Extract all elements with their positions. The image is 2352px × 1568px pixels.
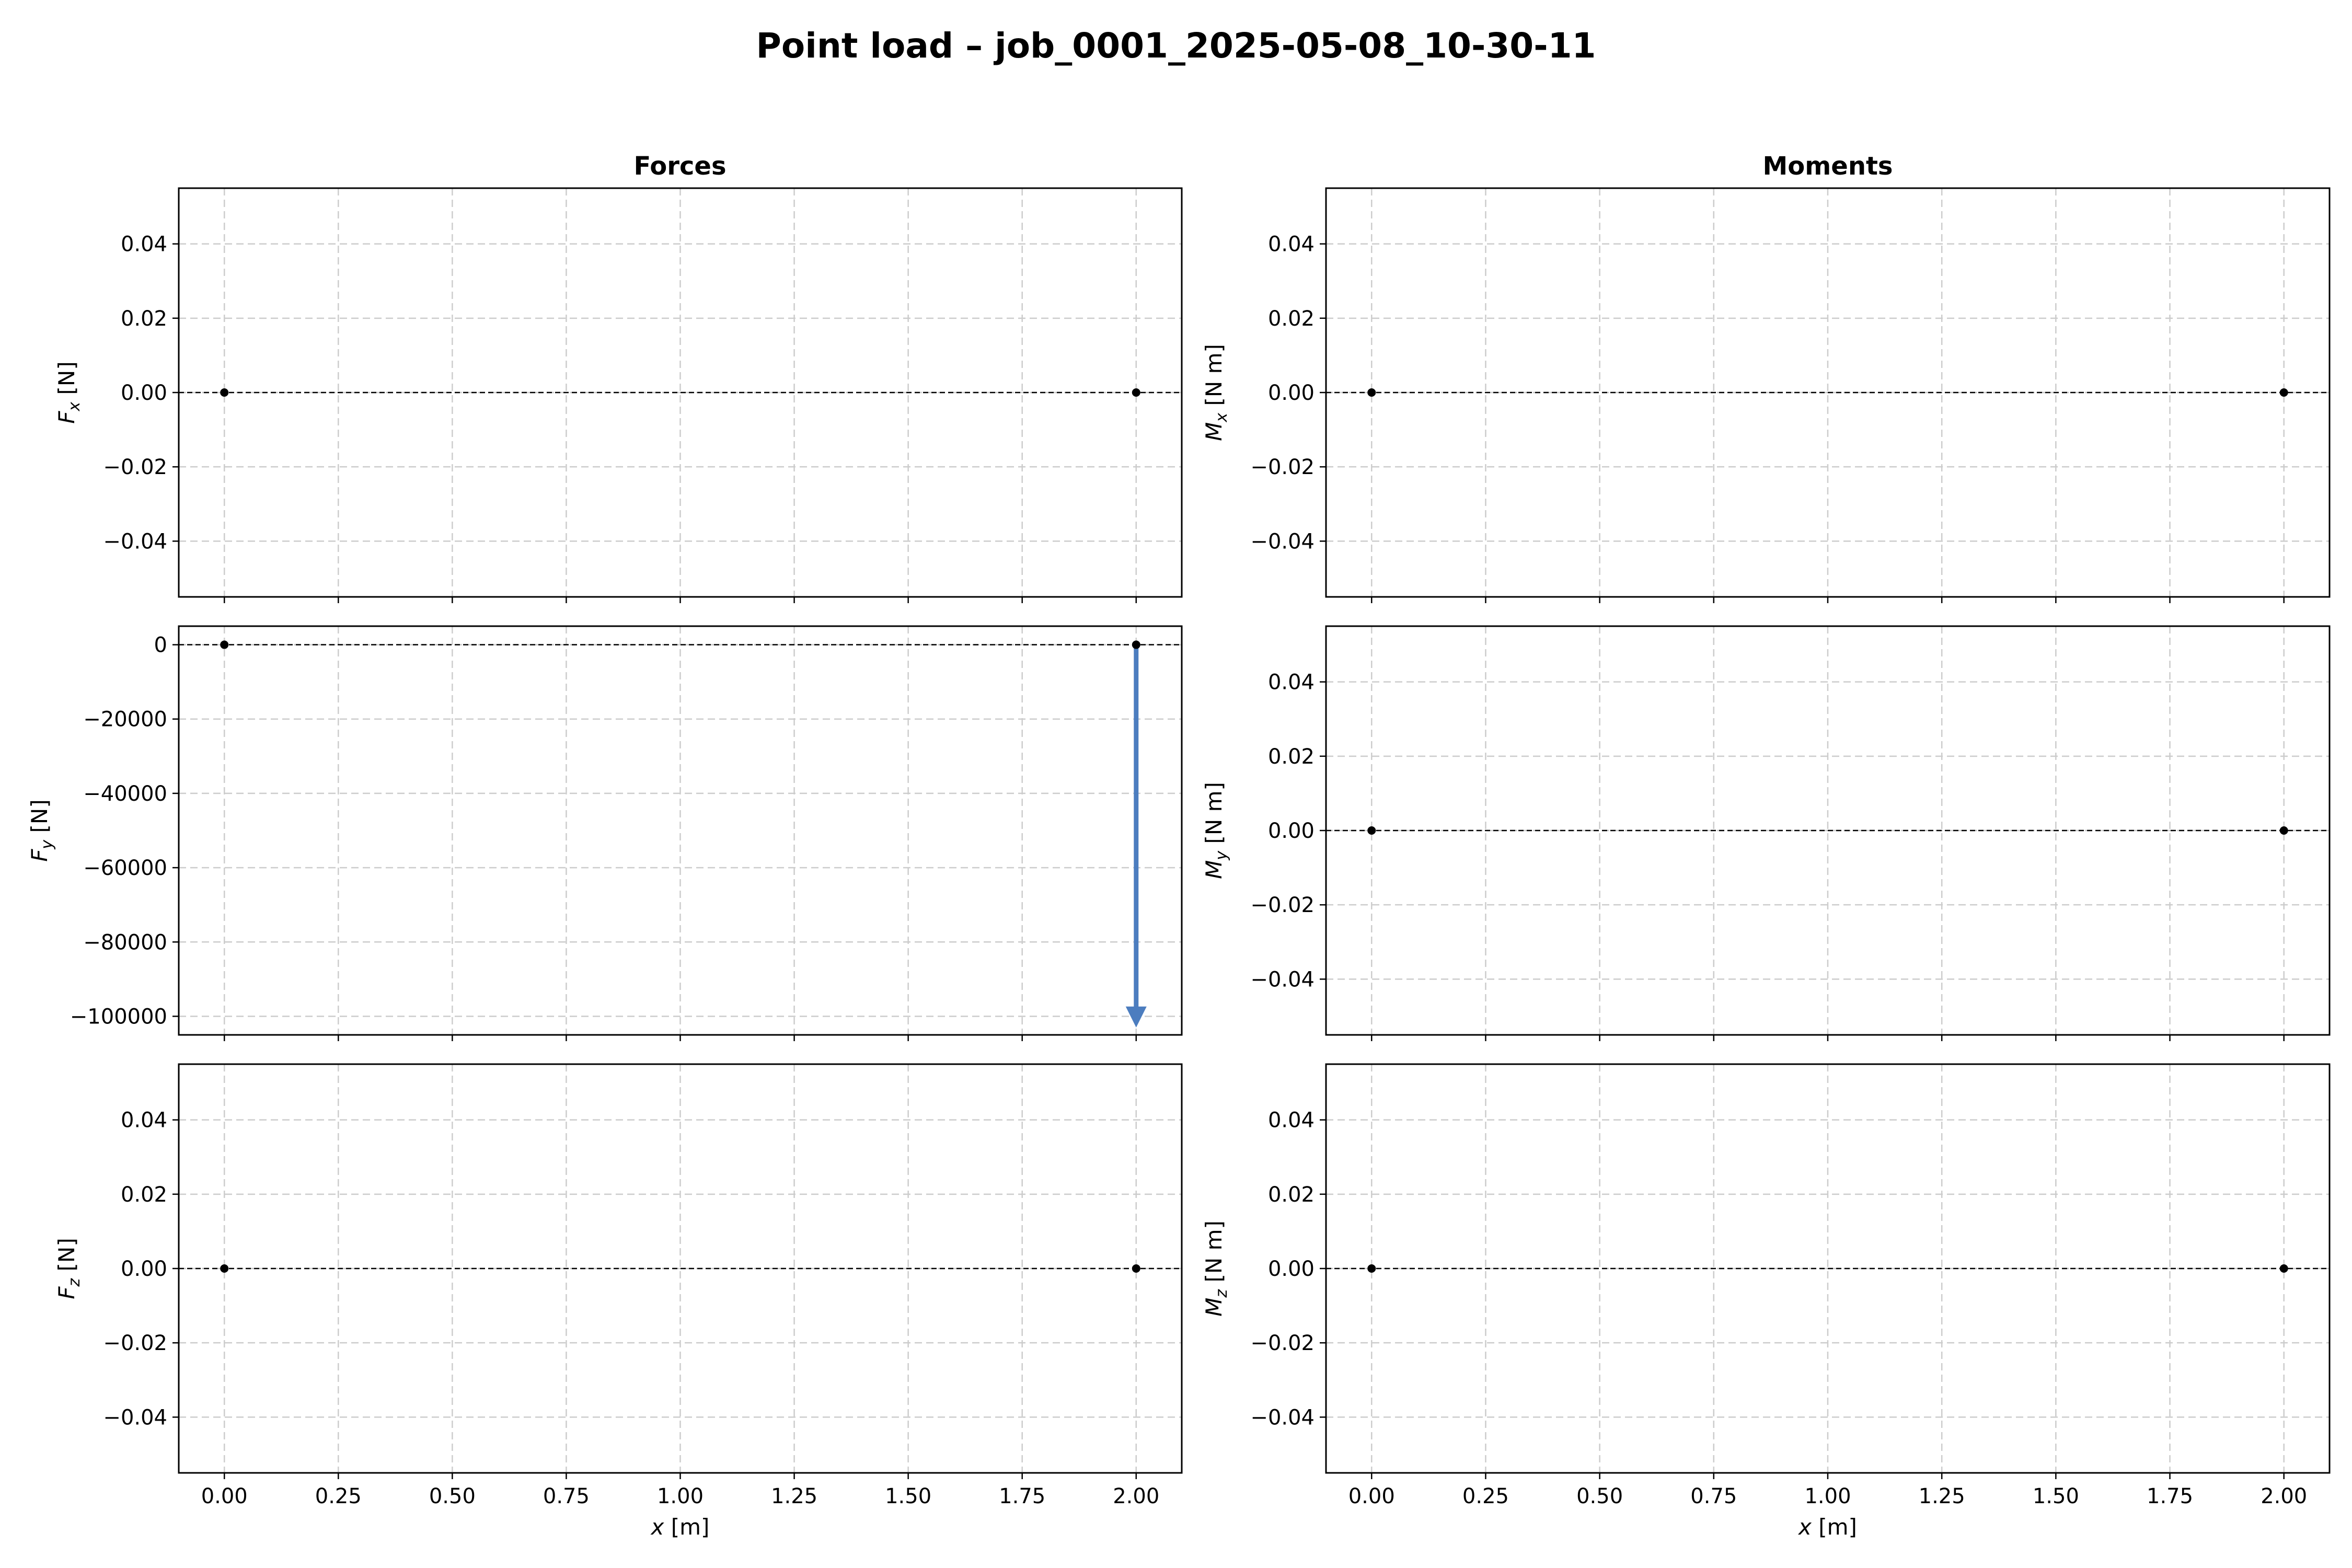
- x-tick-label: 0.25: [1462, 1484, 1509, 1508]
- column-title-moments: Moments: [1763, 152, 1893, 181]
- x-tick-label: 1.50: [2033, 1484, 2079, 1508]
- x-tick-label: 1.75: [2147, 1484, 2193, 1508]
- y-tick-label: −0.04: [103, 1405, 167, 1429]
- y-axis-label: Mx [N m]: [1201, 344, 1231, 441]
- x-tick-label: 0.50: [1576, 1484, 1623, 1508]
- x-tick-label: 1.50: [885, 1484, 931, 1508]
- y-tick-label: −0.04: [1250, 529, 1315, 554]
- y-tick-label: 0.04: [1268, 671, 1315, 695]
- panel-4: 0.00 0.25 0.50 0.75 1.00 1.25 1.50 1.75 2.00 −0.0…: [54, 1063, 1183, 1540]
- y-tick-label: −100000: [70, 1005, 167, 1029]
- y-tick-label: −0.02: [1250, 455, 1315, 479]
- y-tick-label: −80000: [83, 930, 167, 954]
- x-tick-label: 0.75: [1690, 1484, 1737, 1508]
- panel-3: −0.04 −0.02 0.00 0.02 0.04 My [N m]: [1201, 625, 2331, 1041]
- y-tick-label: 0.02: [1268, 1183, 1315, 1207]
- data-point: [2279, 1264, 2288, 1273]
- y-axis-label: Fz [N]: [54, 1238, 84, 1299]
- y-tick-label: 0.02: [1268, 307, 1315, 331]
- y-tick-label: 0.00: [1268, 819, 1315, 843]
- y-tick-label: 0.04: [121, 233, 167, 257]
- x-tick-label: 0.50: [429, 1484, 476, 1508]
- x-tick-label: 1.00: [657, 1484, 704, 1508]
- y-tick-label: −40000: [83, 782, 167, 806]
- y-tick-label: 0.00: [121, 1257, 167, 1281]
- panel-0: −0.04 −0.02 0.00 0.02 0.04 Fx [N]: [54, 187, 1183, 603]
- y-tick-label: 0.00: [1268, 1257, 1315, 1281]
- x-tick-label: 1.25: [1919, 1484, 1965, 1508]
- y-tick-label: 0.02: [121, 1183, 167, 1207]
- panel-5: 0.00 0.25 0.50 0.75 1.00 1.25 1.50 1.75 2.00 −0.0…: [1201, 1063, 2331, 1540]
- x-tick-label: 2.00: [2261, 1484, 2307, 1508]
- data-point: [1367, 388, 1376, 397]
- y-tick-label: −0.02: [103, 455, 167, 479]
- x-tick-label: 1.25: [771, 1484, 817, 1508]
- x-axis-label: x [m]: [650, 1514, 710, 1540]
- y-tick-label: 0.02: [1268, 745, 1315, 769]
- x-tick-label: 0.00: [1348, 1484, 1395, 1508]
- y-axis-label: My [N m]: [1201, 782, 1231, 879]
- y-tick-label: 0.00: [121, 381, 167, 405]
- y-axis-label: Mz [N m]: [1201, 1220, 1231, 1317]
- y-tick-label: −60000: [83, 856, 167, 880]
- y-tick-label: −0.02: [103, 1331, 167, 1355]
- figure-title: Point load – job_0001_2025-05-08_10-30-1…: [756, 26, 1596, 66]
- data-point: [1132, 1264, 1140, 1273]
- x-tick-label: 0.25: [315, 1484, 362, 1508]
- data-point: [220, 1264, 229, 1273]
- y-tick-label: 0.04: [1268, 1109, 1315, 1133]
- data-point: [1132, 640, 1140, 649]
- x-tick-label: 0.00: [201, 1484, 248, 1508]
- data-point: [1367, 1264, 1376, 1273]
- y-tick-label: 0.04: [121, 1109, 167, 1133]
- y-tick-label: 0.04: [1268, 233, 1315, 257]
- y-tick-label: 0.02: [121, 307, 167, 331]
- y-tick-label: −0.02: [1250, 893, 1315, 917]
- y-tick-label: −0.04: [1250, 967, 1315, 991]
- data-point: [220, 388, 229, 397]
- y-tick-label: 0: [154, 633, 167, 658]
- x-tick-label: 1.75: [999, 1484, 1045, 1508]
- panel-1: −0.04 −0.02 0.00 0.02 0.04 Mx [N m]: [1201, 187, 2331, 603]
- y-tick-label: −20000: [83, 708, 167, 732]
- x-tick-label: 1.00: [1804, 1484, 1851, 1508]
- data-point: [1132, 388, 1140, 397]
- y-tick-label: −0.02: [1250, 1331, 1315, 1355]
- data-point: [2279, 826, 2288, 835]
- x-tick-label: 2.00: [1113, 1484, 1159, 1508]
- x-axis-label: x [m]: [1797, 1514, 1857, 1540]
- x-tick-label: 0.75: [543, 1484, 590, 1508]
- data-point: [1367, 826, 1376, 835]
- panel-2: −100000 −80000 −60000 −40000 −20000 0 Fy [N]: [27, 625, 1183, 1041]
- y-tick-label: −0.04: [1250, 1405, 1315, 1429]
- data-point: [2279, 388, 2288, 397]
- y-tick-label: −0.04: [103, 529, 167, 554]
- y-axis-label: Fy [N]: [27, 799, 56, 861]
- data-point: [220, 640, 229, 649]
- y-tick-label: 0.00: [1268, 381, 1315, 405]
- load-arrow-head: [1125, 1006, 1147, 1028]
- column-title-forces: Forces: [633, 152, 726, 181]
- y-axis-label: Fx [N]: [54, 361, 84, 423]
